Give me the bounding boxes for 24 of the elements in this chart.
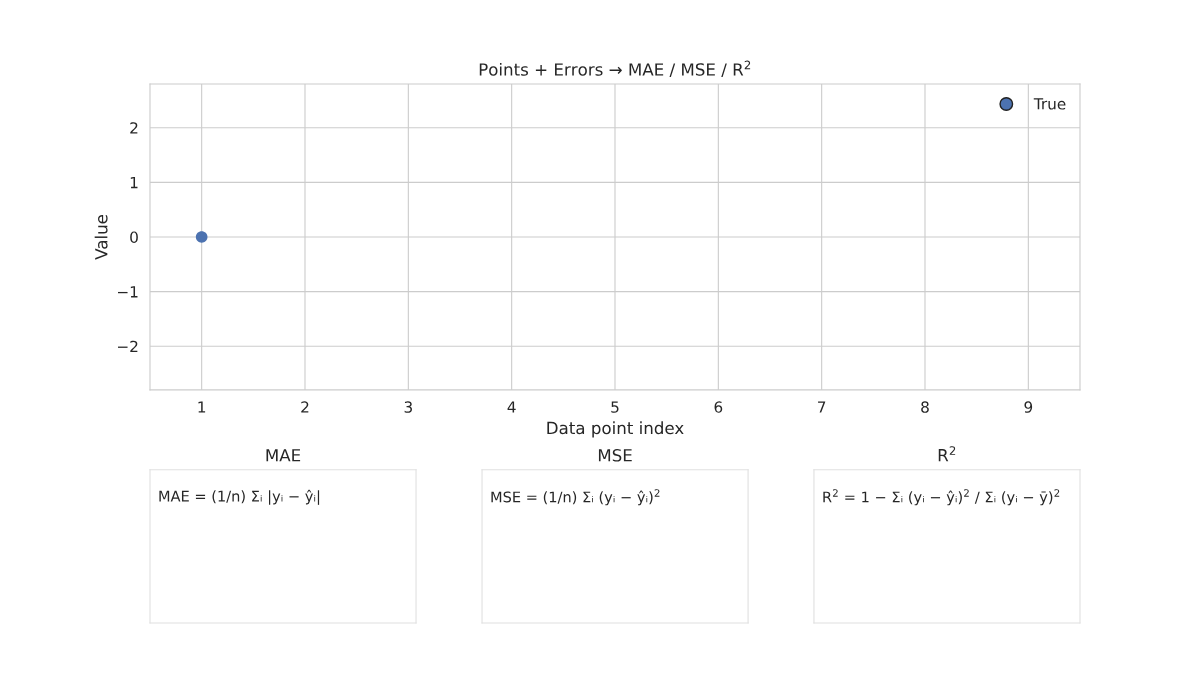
text: MAE = (1/n) Σᵢ |yᵢ − ŷᵢ|: [159, 489, 320, 505]
y-tick-label: 1: [130, 176, 138, 189]
x-tick-label: 6: [714, 401, 723, 413]
y-tick-label: −2: [117, 340, 138, 352]
text: MAE: [266, 449, 301, 462]
y-tick-label: −1: [117, 286, 138, 298]
text: R$^{2}$: [938, 446, 956, 462]
x-tick-label: 1: [198, 401, 206, 413]
x-tick-label: 4: [507, 401, 516, 413]
x-axis-title: Data point index: [547, 421, 684, 438]
legend-label: True: [1033, 98, 1066, 110]
x-tick-label: 2: [301, 401, 309, 413]
text: MSE: [598, 449, 632, 462]
y-axis-title: Value: [94, 214, 108, 260]
x-tick-label: 7: [818, 401, 826, 413]
text: R$^{2}$ = 1 − Σᵢ (yᵢ − ŷᵢ)$^{2}$ / Σᵢ (yᵢ − ȳ)$^{2}$: [823, 489, 1060, 506]
x-tick-label: 8: [921, 401, 929, 413]
y-tick-label: 2: [130, 122, 138, 134]
x-tick-label: 3: [404, 401, 412, 413]
x-tick-label: 9: [1024, 401, 1033, 413]
chart-title: Points + Errors → MAE / MSE / R$^{2}$: [479, 60, 751, 78]
text: MSE = (1/n) Σᵢ (yᵢ − ŷᵢ)$^{2}$: [491, 489, 660, 506]
x-tick-label: 5: [611, 401, 619, 413]
y-tick-label: 0: [130, 231, 138, 243]
